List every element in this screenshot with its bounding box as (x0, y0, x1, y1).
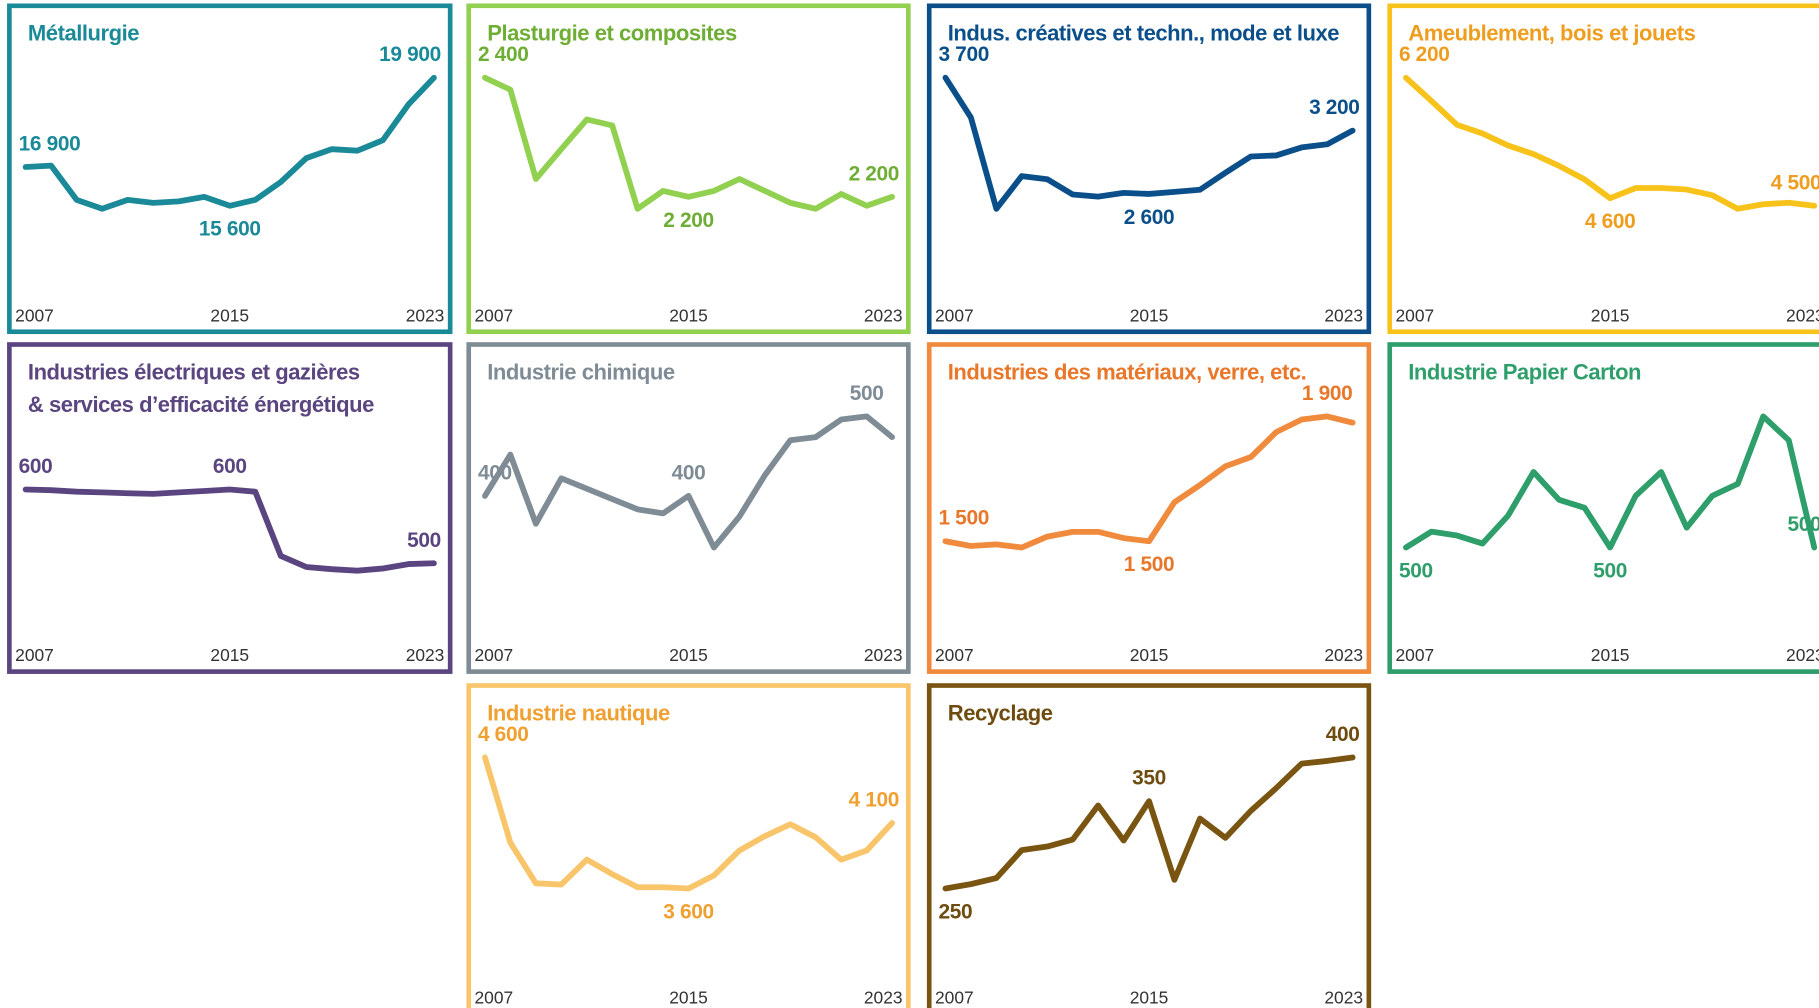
panel-border (7, 342, 453, 674)
value-label: 2 600 (1124, 206, 1174, 229)
value-label: 2 200 (663, 209, 713, 232)
value-label: 600 (19, 455, 53, 478)
panel-title: Métallurgie (28, 21, 139, 46)
x-tick-label: 2007 (475, 305, 514, 325)
value-label: 6 200 (1399, 43, 1449, 66)
x-tick-label: 2007 (1396, 645, 1435, 665)
value-label: 3 700 (938, 43, 988, 66)
x-tick-label: 2015 (669, 645, 708, 665)
x-tick-label: 2023 (1324, 305, 1363, 325)
panel-border (466, 342, 911, 674)
value-label: 4 600 (1585, 210, 1635, 233)
value-label: 600 (213, 455, 247, 478)
value-label: 500 (850, 382, 884, 405)
x-tick-label: 2023 (864, 305, 903, 325)
value-label: 16 900 (19, 133, 81, 156)
value-label: 400 (672, 461, 706, 484)
value-label: 500 (1399, 559, 1433, 582)
value-label: 3 200 (1309, 96, 1359, 119)
panel-border (466, 683, 911, 1008)
panel-border (926, 683, 1372, 1008)
value-label: 4 500 (1771, 171, 1819, 194)
panel-title: Recyclage (948, 700, 1053, 725)
panel-title: Indus. créatives et techn., mode et luxe (948, 21, 1340, 46)
panel-title: Industrie Papier Carton (1408, 359, 1641, 384)
panel-title: Plasturgie et composites (487, 21, 737, 46)
x-tick-label: 2023 (864, 987, 903, 1007)
x-tick-label: 2015 (1130, 305, 1169, 325)
value-label: 15 600 (199, 218, 261, 241)
x-tick-label: 2007 (935, 987, 974, 1007)
value-label: 4 600 (478, 723, 528, 746)
value-label: 4 100 (849, 788, 899, 811)
value-label: 400 (1326, 723, 1360, 746)
panel-border (7, 3, 453, 335)
panel-border (1387, 342, 1819, 674)
value-label: 400 (478, 461, 512, 484)
series-line (482, 74, 896, 212)
x-tick-label: 2023 (406, 305, 445, 325)
x-tick-label: 2023 (406, 645, 445, 665)
panel-title: Industries des matériaux, verre, etc. (948, 359, 1306, 384)
series-line (22, 74, 437, 212)
panel-border (1387, 3, 1819, 335)
value-label: 500 (1787, 513, 1819, 536)
series-line (942, 754, 1356, 892)
x-tick-label: 2023 (1324, 645, 1363, 665)
value-label: 1 500 (938, 507, 988, 530)
value-label: 19 900 (379, 43, 441, 66)
value-label: 500 (407, 529, 441, 552)
x-tick-label: 2015 (669, 987, 708, 1007)
x-tick-label: 2007 (475, 645, 514, 665)
series-line (482, 754, 896, 892)
value-label: 1 900 (1302, 382, 1352, 405)
x-tick-label: 2023 (1324, 987, 1363, 1007)
panel-title: Industrie nautique (487, 700, 670, 725)
panel-title: & services d’efficacité énergétique (28, 392, 374, 417)
series-line (1403, 74, 1818, 212)
value-label: 1 500 (1124, 553, 1174, 576)
panel-title: Industries électriques et gazières (28, 359, 360, 384)
x-tick-label: 2015 (1591, 305, 1630, 325)
x-tick-label: 2007 (935, 645, 974, 665)
x-tick-label: 2023 (864, 645, 903, 665)
x-tick-label: 2007 (15, 645, 54, 665)
series-line (482, 413, 896, 551)
series-line (942, 74, 1356, 212)
panel-border (926, 3, 1372, 335)
value-label: 500 (1593, 559, 1627, 582)
panel-title: Industrie chimique (487, 359, 675, 384)
series-line (22, 486, 437, 574)
x-tick-label: 2023 (1786, 305, 1819, 325)
series-line (1403, 413, 1818, 551)
value-label: 250 (938, 900, 972, 923)
value-label: 2 200 (849, 162, 899, 185)
x-tick-label: 2015 (669, 305, 708, 325)
value-label: 3 600 (663, 900, 713, 923)
value-label: 350 (1132, 767, 1166, 790)
x-tick-label: 2023 (1786, 645, 1819, 665)
panel-border (466, 3, 911, 335)
x-tick-label: 2015 (1130, 645, 1169, 665)
panel-border (926, 342, 1372, 674)
x-tick-label: 2015 (210, 305, 249, 325)
x-tick-label: 2015 (210, 645, 249, 665)
x-tick-label: 2007 (1396, 305, 1435, 325)
x-tick-label: 2015 (1591, 645, 1630, 665)
value-label: 2 400 (478, 43, 528, 66)
x-tick-label: 2007 (15, 305, 54, 325)
x-tick-label: 2007 (475, 987, 514, 1007)
x-tick-label: 2007 (935, 305, 974, 325)
series-line (942, 413, 1356, 551)
panel-title: Ameublement, bois et jouets (1408, 21, 1695, 46)
x-tick-label: 2015 (1130, 987, 1169, 1007)
